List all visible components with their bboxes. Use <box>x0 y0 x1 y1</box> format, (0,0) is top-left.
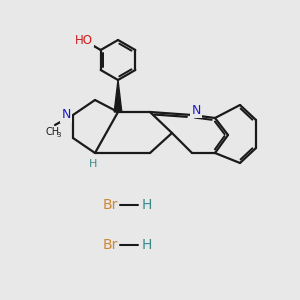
Text: Br: Br <box>103 238 118 252</box>
Polygon shape <box>114 80 122 112</box>
Text: N: N <box>61 109 71 122</box>
Text: H: H <box>89 159 97 169</box>
Text: H: H <box>142 238 152 252</box>
Text: Br: Br <box>103 198 118 212</box>
Text: N: N <box>191 103 201 116</box>
Text: HO: HO <box>75 34 93 46</box>
Text: CH: CH <box>46 127 60 137</box>
Text: H: H <box>142 198 152 212</box>
Text: 3: 3 <box>57 132 61 138</box>
